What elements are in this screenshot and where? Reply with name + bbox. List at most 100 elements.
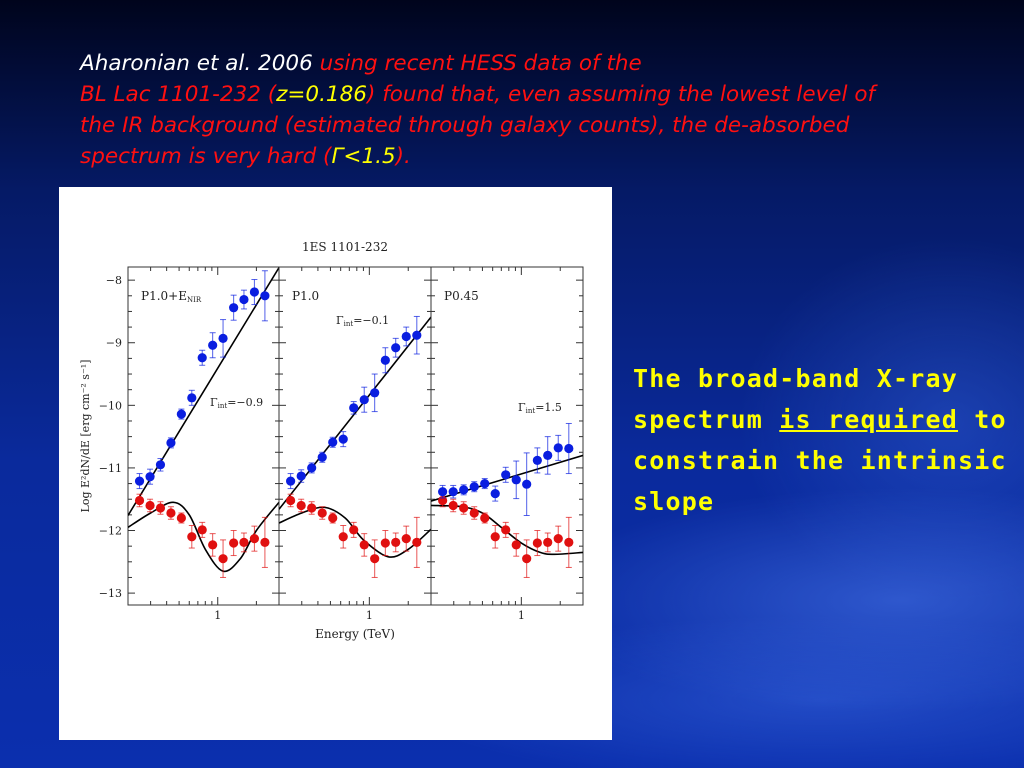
- x-tick-label: 1: [214, 609, 221, 622]
- panel-label: P1.0: [292, 289, 319, 303]
- observed-point: [490, 532, 500, 542]
- gamma-label-value: =1.5: [535, 401, 562, 414]
- citation: Aharonian et al. 2006: [80, 51, 313, 76]
- deabsorbed-point: [480, 478, 490, 489]
- observed-point: [553, 534, 563, 544]
- observed-point: [155, 503, 166, 513]
- deabsorbed-point: [543, 450, 553, 461]
- observed-point: [501, 525, 511, 535]
- deabsorbed-point: [553, 443, 563, 453]
- observed-point: [328, 513, 338, 523]
- panel-label-sub: NIR: [187, 296, 202, 304]
- deabsorbed-point: [328, 437, 338, 447]
- observed-point: [532, 538, 542, 548]
- gamma-label-value: =−0.1: [353, 314, 389, 327]
- deabsorbed-point: [380, 355, 390, 365]
- deabsorbed-point: [490, 488, 500, 499]
- deabsorbed-point: [176, 409, 186, 419]
- observed-point: [564, 537, 574, 548]
- x-tick-label: 1: [366, 609, 373, 622]
- observed-point: [522, 554, 532, 564]
- panel-frame: [127, 266, 280, 606]
- deabsorbed-point: [155, 460, 166, 470]
- deabsorbed-point: [438, 487, 448, 497]
- deabsorbed-point: [412, 330, 422, 340]
- y-tick-label: −12: [99, 525, 122, 538]
- gamma-label-sub: int: [218, 402, 228, 410]
- gamma-label-value: =−0.9: [227, 396, 263, 409]
- deabsorbed-point: [338, 434, 348, 444]
- observed-point: [380, 538, 390, 548]
- deabsorbed-point: [564, 443, 574, 454]
- x-tick-label: 1: [518, 609, 525, 622]
- observed-point: [229, 538, 239, 548]
- observed-point: [412, 537, 422, 548]
- gamma-limit: Γ<1.5: [331, 144, 396, 169]
- observed-point: [543, 537, 553, 548]
- deabsorbed-point: [166, 438, 176, 448]
- panel-label: P1.0+ENIR: [141, 289, 202, 304]
- y-tick-label: −10: [99, 399, 122, 412]
- observed-point: [166, 508, 176, 518]
- spectrum-chart: 1ES 1101-232 Energy (TeV) Log E²dN/dE [e…: [79, 240, 584, 641]
- deabsorbed-point: [349, 403, 359, 413]
- observed-point: [307, 503, 317, 513]
- deabsorbed-point: [187, 393, 197, 403]
- chart-title: 1ES 1101-232: [302, 240, 388, 254]
- side-text-before: The broad-band X-ray spectrum: [633, 364, 959, 434]
- observed-point: [218, 554, 228, 564]
- deabsorbed-point: [459, 485, 469, 495]
- deabsorbed-point: [448, 487, 458, 497]
- observed-point: [349, 525, 359, 535]
- deabsorbed-point: [511, 475, 521, 485]
- observed-point: [260, 537, 270, 548]
- panel-curves: [279, 316, 431, 558]
- observed-point: [197, 525, 207, 535]
- observed-point: [338, 532, 348, 542]
- side-text-after: to constrain the intrinsic slope: [633, 405, 1007, 516]
- observed-point: [208, 540, 218, 550]
- deabsorbed-point: [239, 294, 249, 305]
- redshift: z=0.186: [276, 82, 367, 107]
- deabsorbed-point: [532, 455, 542, 466]
- panel-3: 1 P0.45 Γint=1.5: [430, 266, 584, 622]
- y-tick-label: −13: [99, 587, 122, 600]
- panel-1: −8 −9 −10 −11 −12 −13 1 P1.0+ENIR Γint=−0.9: [99, 266, 280, 622]
- spectrum-figure: 1ES 1101-232 Energy (TeV) Log E²dN/dE [e…: [59, 187, 612, 740]
- y-tick-label: −11: [99, 462, 122, 475]
- panel-label: P0.45: [444, 289, 479, 303]
- intro-part1: using recent HESS data of the: [312, 51, 642, 76]
- observed-point: [401, 534, 411, 544]
- observed-point: [448, 500, 458, 511]
- deabsorbed-point: [391, 343, 401, 353]
- observed-point: [317, 508, 327, 518]
- deabsorbed-point: [501, 470, 511, 480]
- side-text: The broad-band X-ray spectrum is require…: [633, 358, 1024, 522]
- gamma-label-sub: int: [344, 320, 354, 328]
- y-axis-label: Log E²dN/dE [erg cm⁻² s⁻¹]: [79, 360, 92, 513]
- observed-point: [187, 532, 197, 542]
- gamma-label: Γint=1.5: [518, 401, 562, 415]
- deabsorbed-point: [208, 340, 218, 350]
- deabsorbed-point: [229, 303, 239, 313]
- observed-point: [459, 503, 469, 513]
- observed-point: [176, 513, 186, 523]
- gamma-label-sub: int: [526, 407, 536, 415]
- intro-part4: ).: [395, 144, 411, 169]
- observed-point: [370, 554, 380, 564]
- intro-part3: ) found that, even assuming the lowest l…: [80, 82, 876, 169]
- deabsorbed-point: [359, 395, 369, 405]
- deabsorbed-point: [401, 331, 411, 342]
- deabsorbed-point: [145, 472, 155, 482]
- observed-point: [145, 500, 155, 511]
- deabsorbed-point: [197, 353, 207, 363]
- deabsorbed-point: [260, 291, 270, 301]
- deabsorbed-point: [134, 476, 145, 486]
- deabsorbed-point: [370, 388, 380, 398]
- deabsorbed-point: [522, 479, 532, 489]
- deabsorbed-point: [317, 452, 327, 462]
- deabsorbed-point: [307, 463, 317, 473]
- y-tick-label: −9: [106, 337, 122, 350]
- observed-point: [239, 537, 249, 548]
- observed-point: [469, 508, 479, 518]
